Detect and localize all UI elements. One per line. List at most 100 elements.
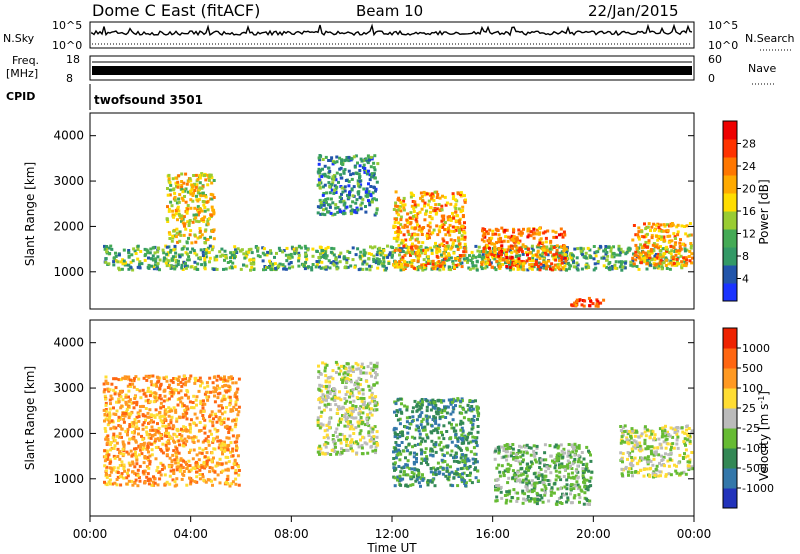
range-cell	[544, 262, 548, 266]
range-cell	[445, 451, 449, 455]
range-cell	[176, 185, 180, 189]
range-cell	[327, 422, 331, 426]
range-cell	[310, 266, 314, 270]
range-cell	[461, 459, 465, 463]
range-cell	[142, 461, 146, 465]
range-cell	[503, 469, 507, 473]
range-cell	[147, 263, 151, 267]
range-cell	[176, 240, 180, 244]
range-cell	[228, 403, 232, 407]
range-cell	[497, 237, 501, 241]
range-cell	[500, 464, 504, 468]
range-cell	[680, 224, 684, 228]
range-cell	[670, 249, 674, 253]
range-cell	[474, 476, 478, 480]
range-cell	[355, 211, 359, 215]
range-cell	[386, 255, 390, 259]
range-cell	[147, 256, 150, 260]
range-cell	[374, 211, 378, 215]
colorbar-swatch	[723, 121, 737, 140]
range-cell	[137, 412, 141, 416]
range-cell	[116, 447, 120, 451]
range-cell	[239, 267, 243, 271]
range-cell	[119, 260, 123, 264]
range-cell	[205, 381, 209, 385]
range-cell	[107, 453, 111, 457]
range-cell	[327, 181, 331, 185]
range-cell	[655, 223, 658, 227]
range-cell	[226, 448, 230, 452]
range-cell	[456, 226, 460, 229]
range-cell	[366, 192, 370, 196]
range-cell	[399, 477, 402, 481]
range-cell	[493, 257, 497, 261]
range-cell	[177, 209, 181, 213]
range-cell	[415, 220, 419, 224]
range-cell	[406, 484, 410, 488]
range-cell	[114, 254, 118, 258]
range-cell	[384, 266, 388, 270]
range-cell	[339, 369, 343, 373]
range-cell	[469, 259, 473, 262]
range-cell	[193, 206, 197, 210]
range-cell	[474, 458, 478, 461]
range-cell	[498, 474, 502, 478]
range-cell	[683, 247, 687, 251]
range-cell	[676, 233, 680, 237]
range-cell	[211, 424, 215, 428]
range-cell	[372, 260, 376, 263]
range-cell	[454, 399, 458, 403]
range-cell	[354, 201, 358, 205]
range-cell	[184, 460, 187, 464]
range-cell	[155, 375, 159, 379]
range-cell	[133, 249, 137, 253]
range-cell	[365, 442, 369, 446]
colorbar-swatch	[723, 211, 737, 230]
range-cell	[106, 455, 110, 459]
range-cell	[640, 257, 644, 261]
range-cell	[397, 479, 401, 483]
range-cell	[156, 445, 160, 449]
range-cell	[122, 259, 126, 263]
range-cell	[577, 299, 581, 303]
range-cell	[366, 161, 370, 165]
range-cell	[405, 436, 409, 440]
range-cell	[413, 468, 417, 472]
range-cell	[505, 265, 509, 268]
range-cell	[235, 446, 239, 450]
range-cell	[112, 454, 116, 458]
range-cell	[346, 416, 350, 420]
range-cell	[392, 450, 395, 454]
range-cell	[195, 219, 199, 223]
range-cell	[674, 237, 677, 240]
range-cell	[475, 444, 479, 448]
range-cell	[394, 427, 398, 431]
range-cell	[244, 254, 248, 258]
range-cell	[201, 414, 205, 417]
range-cell	[193, 251, 197, 255]
range-cell	[315, 250, 319, 253]
range-cell	[343, 438, 347, 441]
range-cell	[168, 474, 172, 478]
range-cell	[467, 266, 471, 270]
range-cell	[478, 250, 482, 254]
range-cell	[205, 395, 209, 399]
range-cell	[672, 258, 676, 262]
range-cell	[201, 217, 205, 221]
range-cell	[170, 437, 174, 440]
range-cell	[684, 264, 688, 268]
range-cell	[222, 398, 226, 401]
range-cell	[168, 237, 172, 240]
range-cell	[442, 223, 446, 226]
range-cell	[190, 187, 194, 191]
range-cell	[256, 249, 260, 253]
range-cell	[392, 466, 396, 470]
range-cell	[483, 257, 487, 260]
range-cell	[122, 476, 126, 480]
range-cell	[229, 441, 233, 445]
range-cell	[346, 410, 350, 413]
range-cell	[310, 268, 314, 272]
range-cell	[167, 173, 171, 177]
range-cell	[132, 379, 136, 383]
